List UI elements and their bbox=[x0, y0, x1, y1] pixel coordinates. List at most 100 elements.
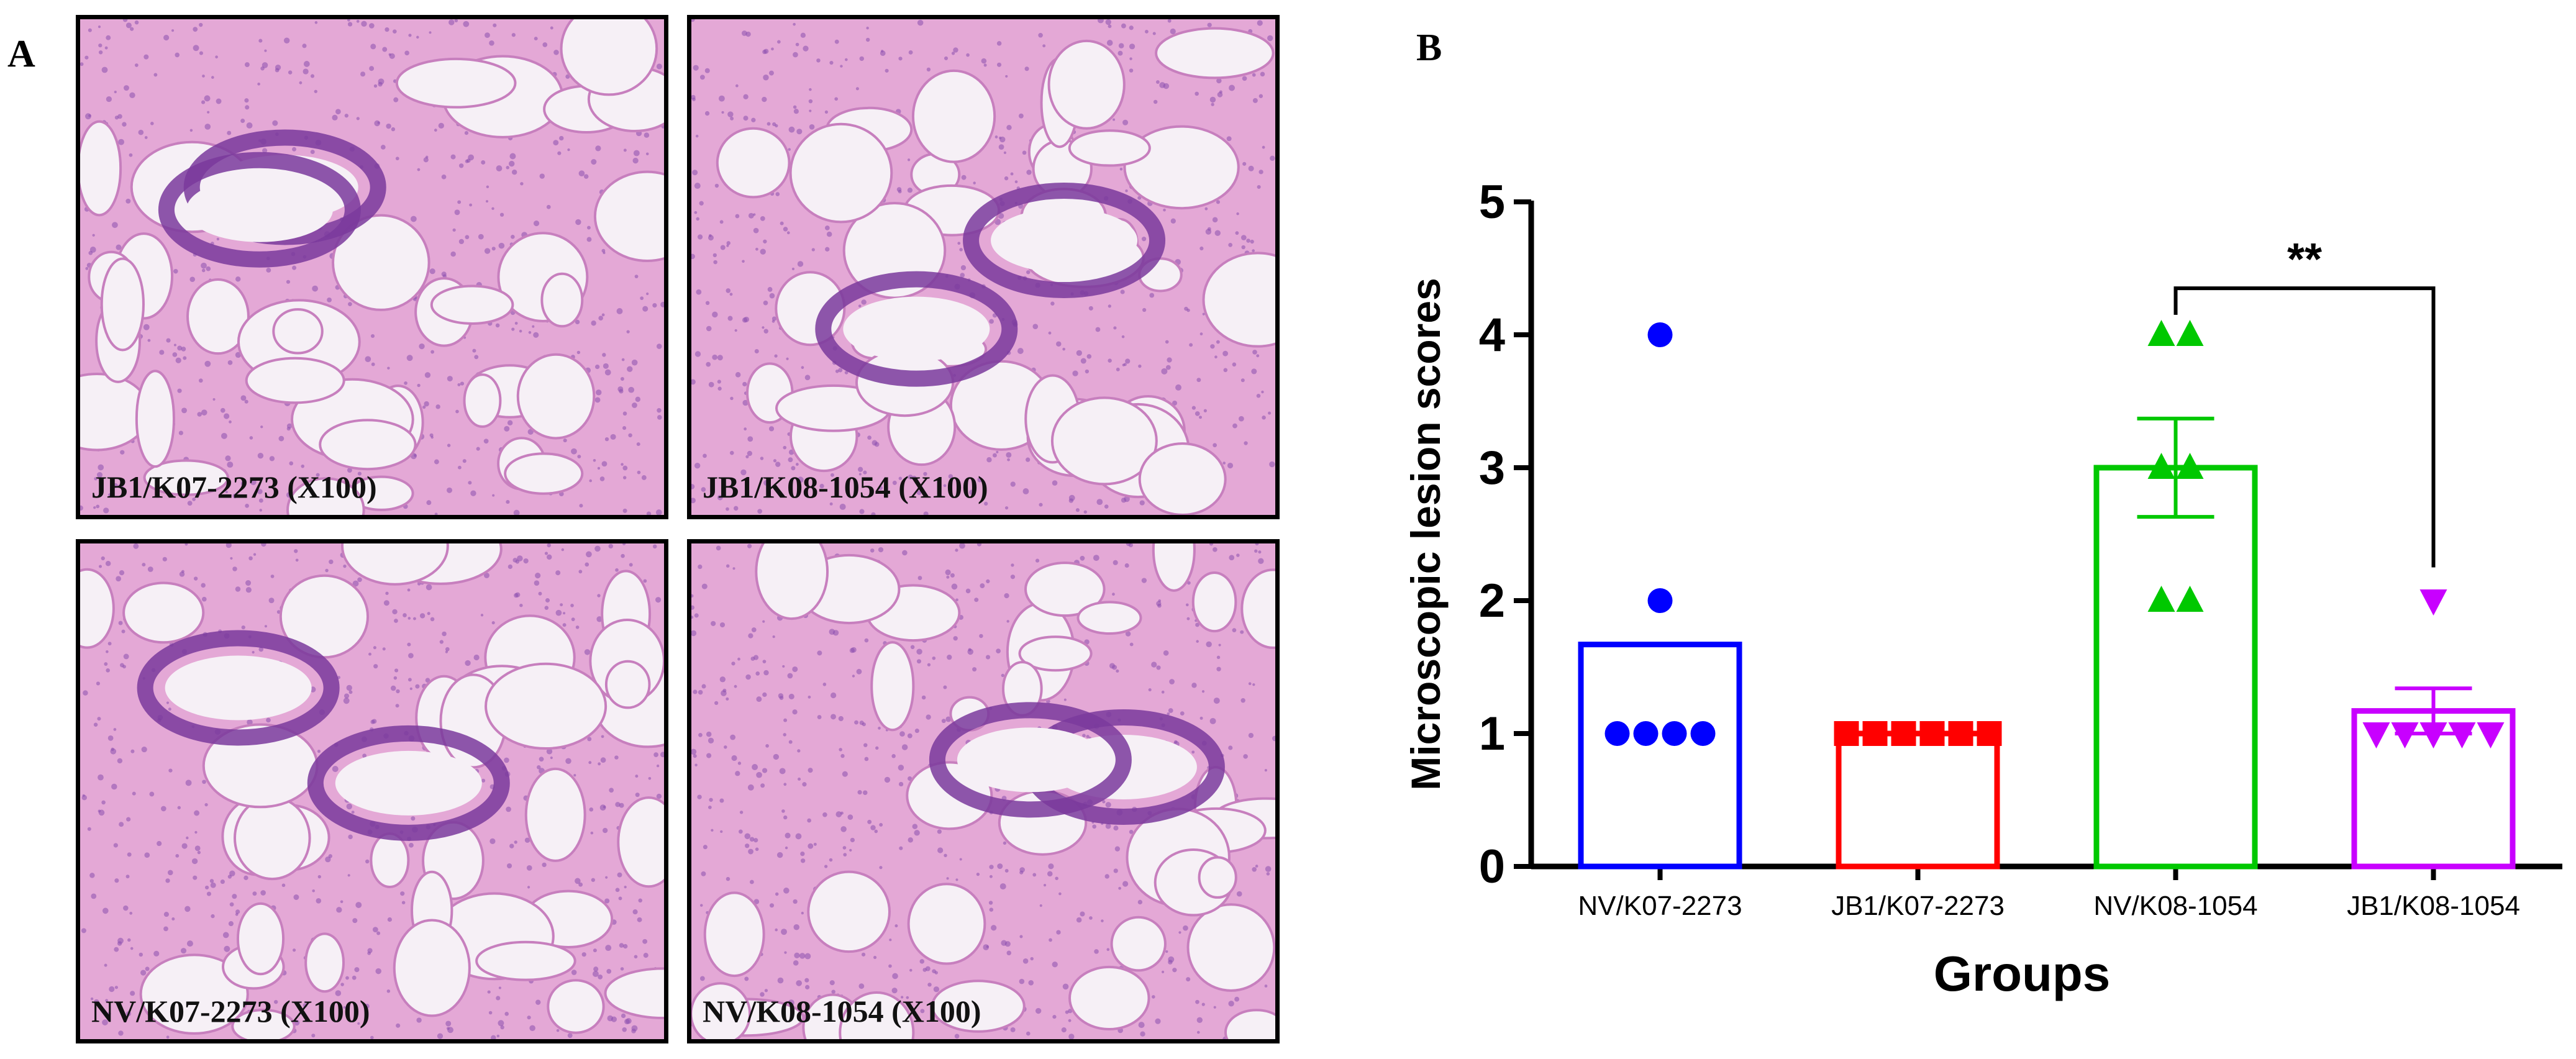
nucleus bbox=[99, 565, 102, 568]
alveolus bbox=[1202, 252, 1275, 348]
nucleus bbox=[784, 951, 787, 954]
nucleus bbox=[632, 157, 639, 164]
nucleus bbox=[793, 105, 797, 109]
image-label: JB1/K08-1054 (X100) bbox=[703, 470, 988, 504]
nucleus bbox=[1105, 802, 1111, 808]
alveolus bbox=[430, 284, 514, 325]
nucleus bbox=[102, 907, 109, 914]
nucleus bbox=[1191, 406, 1196, 410]
nucleus bbox=[544, 606, 549, 610]
nucleus bbox=[1116, 367, 1120, 371]
nucleus bbox=[977, 477, 983, 483]
nucleus bbox=[423, 157, 429, 163]
nucleus bbox=[303, 1003, 307, 1008]
alveolus bbox=[1076, 601, 1142, 635]
nucleus bbox=[578, 170, 585, 177]
alveolus bbox=[245, 357, 345, 404]
nucleus bbox=[1050, 301, 1055, 306]
nucleus bbox=[622, 465, 628, 471]
nucleus bbox=[615, 802, 621, 807]
nucleus bbox=[739, 811, 744, 814]
nucleus bbox=[699, 201, 704, 206]
nucleus bbox=[173, 269, 178, 274]
nucleus bbox=[646, 292, 649, 296]
nucleus bbox=[117, 758, 123, 764]
nucleus bbox=[229, 870, 235, 876]
nucleus bbox=[496, 165, 503, 171]
nucleus bbox=[781, 809, 785, 813]
nucleus bbox=[227, 130, 232, 135]
nucleus bbox=[484, 572, 489, 578]
nucleus bbox=[469, 203, 473, 207]
nucleus bbox=[429, 433, 434, 437]
nucleus bbox=[391, 127, 396, 132]
nucleus bbox=[844, 58, 848, 61]
nucleus bbox=[1187, 581, 1191, 585]
nucleus bbox=[1268, 411, 1272, 415]
y-tick-label: 0 bbox=[1479, 840, 1505, 893]
alveolus bbox=[100, 257, 145, 352]
nucleus bbox=[189, 129, 193, 132]
nucleus bbox=[996, 450, 999, 453]
nucleus bbox=[657, 408, 662, 413]
nucleus bbox=[1063, 698, 1067, 701]
nucleus bbox=[691, 748, 697, 755]
nucleus bbox=[858, 304, 862, 307]
nucleus bbox=[1138, 1022, 1145, 1029]
nucleus bbox=[1228, 745, 1233, 750]
nucleus bbox=[696, 289, 702, 295]
nucleus bbox=[481, 160, 486, 165]
nucleus bbox=[735, 771, 740, 776]
nucleus bbox=[1026, 270, 1031, 275]
nucleus bbox=[1065, 1010, 1069, 1014]
nucleus bbox=[125, 198, 131, 204]
nucleus bbox=[583, 174, 589, 179]
nucleus bbox=[527, 886, 530, 889]
nucleus bbox=[123, 653, 129, 660]
nucleus bbox=[831, 473, 834, 477]
nucleus bbox=[801, 366, 804, 370]
nucleus bbox=[786, 231, 790, 235]
nucleus bbox=[1010, 172, 1014, 176]
nucleus bbox=[773, 459, 777, 463]
nucleus bbox=[452, 228, 456, 232]
nucleus bbox=[643, 579, 647, 583]
nucleus bbox=[699, 976, 705, 981]
nucleus bbox=[166, 1035, 170, 1039]
nucleus bbox=[478, 234, 484, 240]
nucleus bbox=[717, 380, 721, 384]
nucleus bbox=[753, 655, 759, 660]
nucleus bbox=[701, 871, 706, 876]
nucleus bbox=[175, 357, 181, 363]
nucleus bbox=[1264, 984, 1268, 988]
nucleus bbox=[697, 794, 702, 799]
nucleus bbox=[839, 748, 842, 752]
nucleus bbox=[898, 476, 903, 480]
nucleus bbox=[199, 51, 203, 55]
nucleus bbox=[1228, 1001, 1234, 1007]
nucleus bbox=[1216, 655, 1221, 660]
nucleus bbox=[622, 543, 626, 545]
nucleus bbox=[754, 348, 759, 353]
nucleus bbox=[799, 953, 806, 959]
nucleus bbox=[409, 842, 414, 848]
nucleus bbox=[533, 220, 540, 227]
nucleus bbox=[1189, 343, 1193, 347]
nucleus bbox=[1139, 500, 1145, 506]
nucleus bbox=[871, 512, 876, 515]
nucleus bbox=[783, 718, 788, 722]
nucleus bbox=[447, 487, 453, 493]
nucleus bbox=[727, 316, 733, 321]
nucleus bbox=[426, 500, 432, 506]
alveolus bbox=[703, 891, 765, 978]
nucleus bbox=[593, 966, 599, 972]
nucleus bbox=[1089, 916, 1093, 920]
nucleus bbox=[573, 774, 576, 777]
nucleus bbox=[98, 809, 101, 813]
nucleus bbox=[628, 386, 635, 393]
nucleus bbox=[519, 603, 523, 607]
nucleus bbox=[829, 980, 835, 986]
nucleus bbox=[187, 501, 193, 506]
nucleus bbox=[735, 372, 741, 378]
nucleus bbox=[576, 350, 581, 355]
